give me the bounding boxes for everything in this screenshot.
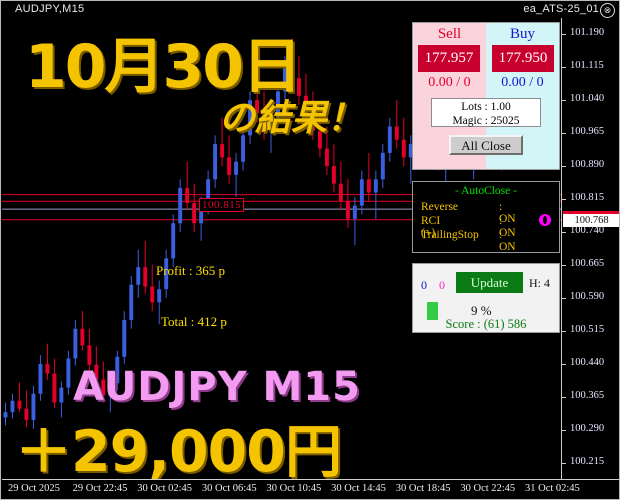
price-tick-label: 100.965 (570, 126, 605, 138)
price-tick-mark (562, 264, 566, 266)
lots-magic-info-box: Lots : 1.00 Magic : 25025 (431, 98, 541, 127)
price-tick-mark (562, 462, 566, 464)
price-tick-label: 100.740 (570, 225, 605, 237)
sell-price-button[interactable]: 177.957 (418, 45, 480, 72)
price-tick-mark (562, 330, 566, 332)
price-tick-label: 100.515 (570, 323, 605, 335)
price-tick-label: 100.665 (570, 257, 605, 269)
window-title-bar: AUDJPY,M15 ea_ATS-25_01 ⊗ (1, 1, 619, 18)
autoclose-row-trailingstop-label: TrailingStop (421, 229, 479, 241)
price-tick-mark (562, 363, 566, 365)
sell-header-label: Sell (437, 26, 462, 42)
score-value: Score : (61) 586 (445, 317, 527, 331)
buy-count-value: 0 (421, 278, 427, 292)
price-tick-mark (562, 67, 566, 69)
update-button[interactable]: Update (456, 272, 523, 293)
price-tick-label: 100.290 (570, 422, 605, 434)
price-tick-mark (562, 199, 566, 201)
chart-symbol-title: AUDJPY,M15 (15, 3, 85, 15)
sell-position-summary: 0.00 / 0 (428, 75, 471, 90)
autoclose-status-indicator-icon (539, 214, 551, 226)
sell-count-value: 0 (439, 278, 445, 292)
price-tick-label: 101.040 (570, 93, 605, 105)
time-tick-label: 30 Oct 02:45 (137, 483, 193, 494)
score-panel: 0 0 Update H: 4 9 % Score : (61) 586 (412, 263, 560, 333)
bid-price-label: 100.768 (563, 213, 619, 227)
price-tick-mark (562, 297, 566, 299)
price-tick-mark (562, 166, 566, 168)
price-axis[interactable]: 100.768 101.190 101.115 101.040 100.965 100.… (561, 18, 619, 479)
time-tick-label: 30 Oct 14:45 (331, 483, 386, 494)
price-tick-label: 100.890 (570, 159, 605, 171)
autoclose-panel: - AutoClose - Reverse : ON RCI (+) : ON … (412, 181, 560, 253)
lots-value: Lots : 1.00 (461, 101, 511, 113)
price-tick-label: 100.215 (570, 455, 605, 467)
buy-price-button[interactable]: 177.950 (492, 45, 554, 72)
autoclose-row-rci-value: : ON (499, 215, 516, 239)
hours-value: H: 4 (529, 276, 550, 290)
time-tick-label: 30 Oct 18:45 (395, 483, 451, 494)
time-tick-label: 30 Oct 10:45 (266, 483, 322, 494)
close-icon[interactable]: ⊗ (600, 3, 615, 18)
price-tick-label: 100.815 (570, 192, 605, 204)
price-tick-label: 100.365 (570, 389, 605, 401)
autoclose-row-reverse-value: : ON (499, 201, 516, 225)
magic-value: Magic : 25025 (452, 115, 520, 127)
time-tick-label: 31 Oct 02:45 (524, 483, 580, 494)
all-close-button[interactable]: All Close (449, 135, 523, 155)
expert-advisor-name: ea_ATS-25_01 (523, 3, 599, 15)
autoclose-row-rci-label: RCI (+) (421, 215, 441, 239)
price-tick-mark (562, 232, 566, 234)
buy-position-summary: 0.00 / 0 (501, 75, 544, 90)
price-tick-mark (562, 34, 566, 36)
time-tick-label: 29 Oct 2025 (8, 483, 60, 494)
autoclose-row-reverse-label: Reverse (421, 201, 459, 213)
price-tick-label: 101.115 (570, 60, 604, 72)
percent-value: 9 % (471, 303, 492, 318)
price-tick-mark (562, 396, 566, 398)
price-tick-label: 101.190 (570, 27, 605, 39)
price-tick-mark (562, 100, 566, 102)
price-tick-mark (562, 133, 566, 135)
progress-bar-indicator (427, 302, 438, 320)
price-tick-label: 100.440 (570, 356, 605, 368)
price-tick-label: 100.590 (570, 290, 605, 302)
time-tick-label: 30 Oct 22:45 (460, 483, 516, 494)
time-axis[interactable]: 29 Oct 2025 29 Oct 22:45 30 Oct 02:45 30 Oc… (2, 479, 619, 499)
autoclose-title: - AutoClose - (455, 185, 517, 197)
autoclose-row-trailingstop-value: : ON (499, 229, 516, 253)
time-tick-label: 29 Oct 22:45 (72, 483, 128, 494)
chart-price-marker-label: 100.815 (199, 198, 245, 212)
trade-panel: Sell Buy 177.957 177.950 0.00 / 0 0.00 /… (412, 22, 560, 170)
buy-header-label: Buy (509, 26, 535, 42)
time-tick-label: 30 Oct 06:45 (201, 483, 257, 494)
price-tick-mark (562, 429, 566, 431)
